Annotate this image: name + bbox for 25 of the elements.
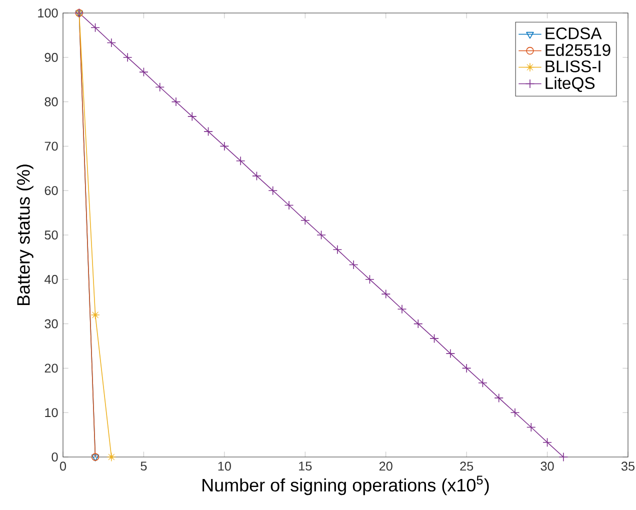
y-tick-label: 100 (38, 8, 58, 18)
y-tick-label: 70 (44, 142, 58, 151)
x-tick-label: 30 (540, 462, 554, 471)
legend-label: Ed25519 (546, 44, 610, 56)
y-tick-label: 50 (44, 230, 58, 240)
y-tick-label: 80 (44, 97, 58, 106)
y-tick-label: 20 (44, 364, 58, 373)
x-tick-label: 0 (60, 462, 66, 471)
y-axis-title: Battery status (%) (16, 164, 34, 306)
x-tick-label: 35 (621, 462, 635, 471)
y-tick-label: 40 (44, 274, 58, 284)
legend-label: BLISS-I (546, 60, 600, 72)
y-tick-label: 0 (52, 452, 58, 462)
x-tick-label: 10 (218, 462, 231, 471)
legend-label: ECDSA (546, 27, 602, 40)
x-tick-label: 20 (379, 462, 392, 471)
legend-label: LiteQS (546, 76, 595, 92)
y-tick-label: 30 (44, 319, 58, 328)
x-tick-label: 15 (299, 462, 312, 471)
y-tick-label: 90 (44, 52, 58, 62)
x-tick-label: 5 (140, 462, 147, 471)
y-tick-label: 60 (44, 186, 58, 196)
x-axis-title: Number of signing operations (x10$^{5}$) (202, 476, 489, 496)
y-tick-label: 10 (45, 408, 58, 418)
x-tick-label: 25 (460, 462, 474, 471)
